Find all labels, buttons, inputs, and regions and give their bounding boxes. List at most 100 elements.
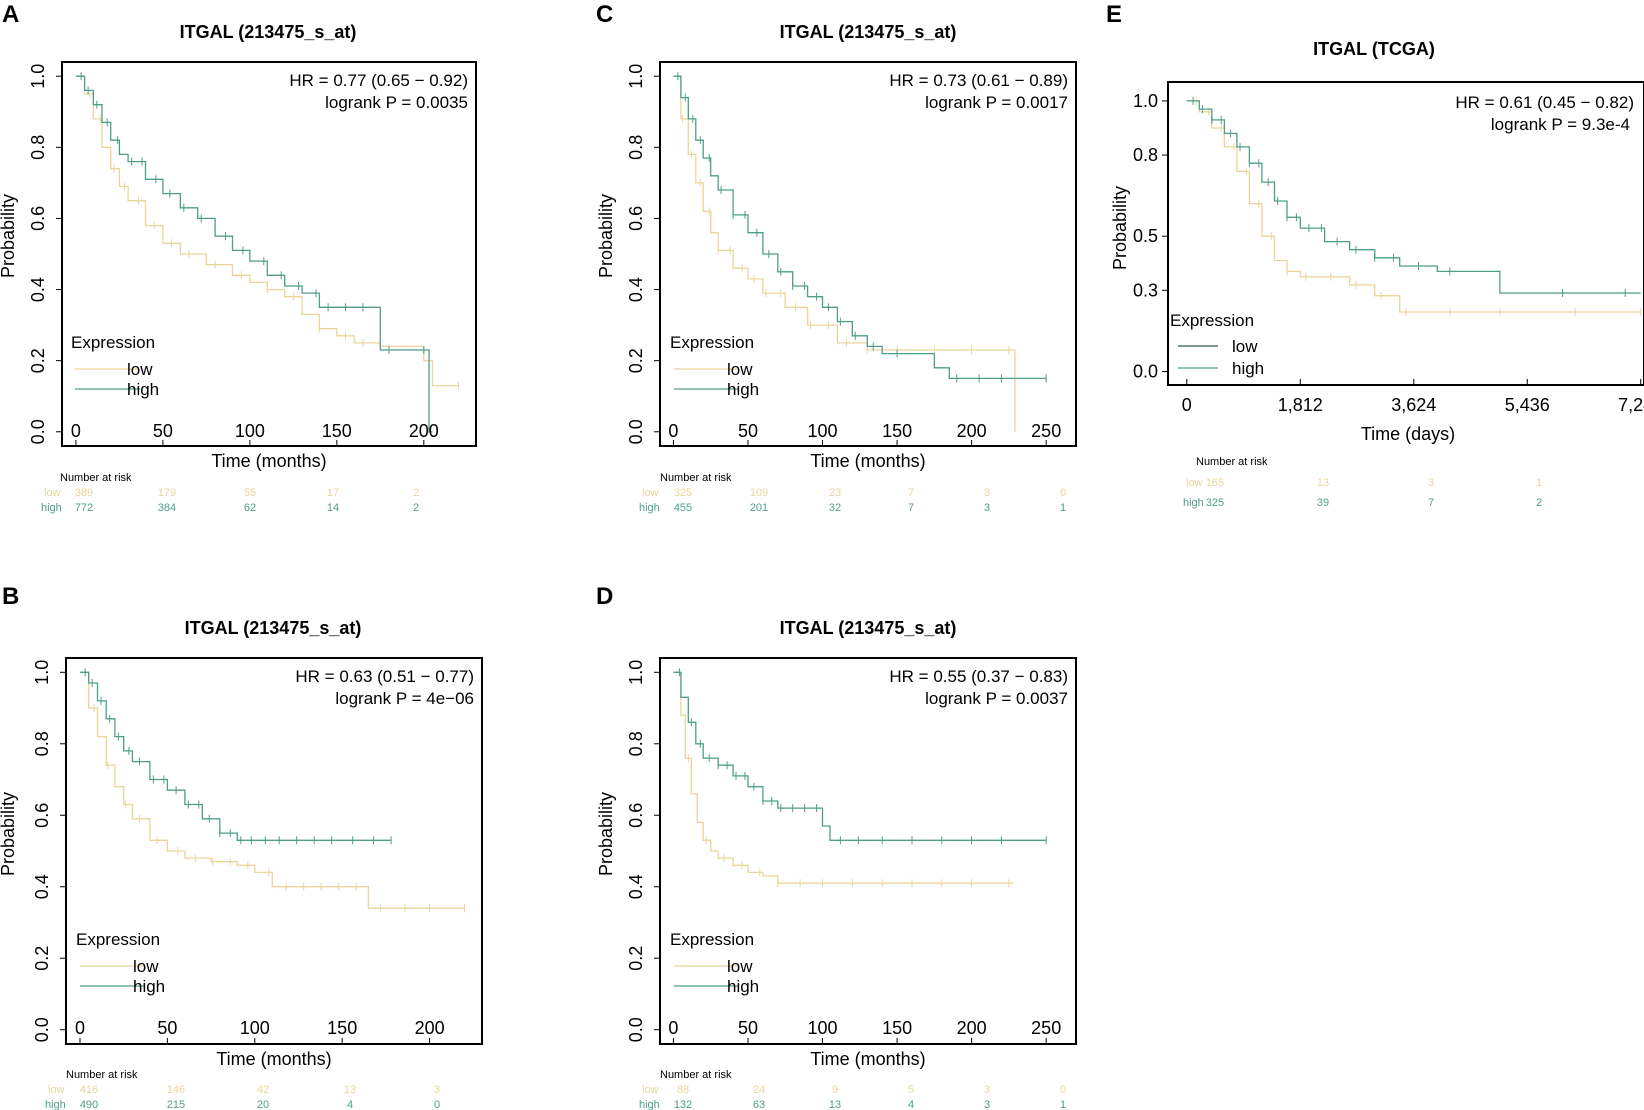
panel-d-risk-low-count: 24 <box>753 1084 765 1096</box>
panel-b-legend-high-label: high <box>133 977 165 996</box>
panel-a-risk-high-count: 2 <box>413 502 419 514</box>
panel-e-y-axis-label: Probability <box>1110 186 1130 270</box>
panel-c-hr-text: HR = 0.73 (0.61 − 0.89) <box>889 71 1068 90</box>
panel-e-curve-low <box>1186 100 1641 313</box>
panel-d-plot-frame <box>659 657 1077 1045</box>
panel-a-y-tick-label: 0.2 <box>28 348 48 373</box>
panel-c-risk-low-count: 7 <box>908 487 914 499</box>
panel-d-risk-low-label: low <box>642 1084 659 1096</box>
panel-c-y-axis-label: Probability <box>596 194 616 278</box>
panel-d-risk-high-count: 13 <box>829 1099 841 1110</box>
panel-d-risk-low-count: 3 <box>984 1084 990 1096</box>
panel-c-curve-low <box>673 75 1016 432</box>
panel-c-curves <box>673 72 1047 432</box>
panel-b-risk-high-label: high <box>45 1099 66 1110</box>
panel-a-y-tick-label: 0.8 <box>28 135 48 160</box>
panel-d-risk-high-count: 1 <box>1060 1099 1066 1110</box>
panel-b-curves <box>80 668 465 913</box>
panel-b-y-tick-label: 0.8 <box>32 731 52 756</box>
panel-d-x-tick-label: 100 <box>807 1018 837 1038</box>
panel-d-x-axis-label: Time (months) <box>810 1049 925 1069</box>
panel-c-x-tick-label: 0 <box>668 421 678 441</box>
panel-b-risk-low-label: low <box>48 1084 65 1096</box>
panel-a-x-axis-label: Time (months) <box>211 451 326 471</box>
panel-d-x-tick-label: 200 <box>957 1018 987 1038</box>
panel-b-risk-high-count: 215 <box>167 1099 185 1110</box>
panel-e-legend-low-label: low <box>1232 337 1258 356</box>
panel-d-risk-low-count: 88 <box>677 1084 689 1096</box>
panel-a-x-tick-label: 200 <box>409 421 439 441</box>
panel-b-y-axis-label: Probability <box>0 792 18 876</box>
panel-e-x-tick-label: 1,812 <box>1278 395 1323 415</box>
panel-b-pvalue-text: logrank P = 4e−06 <box>335 689 474 708</box>
panel-b-plot-frame <box>65 657 483 1045</box>
panel-a-x-axis: 0 50 100 150 200 <box>71 421 439 446</box>
panel-c-legend-low-label: low <box>727 360 753 379</box>
panel-a-risk-low-label: low <box>44 487 61 499</box>
panel-b-legend-title: Expression <box>76 930 160 949</box>
panel-e-risk-low-count: 3 <box>1428 477 1434 489</box>
panel-e-plot-frame <box>1167 81 1644 386</box>
panel-b-risk-high-count: 20 <box>257 1099 269 1110</box>
panel-b-x-tick-label: 50 <box>157 1018 177 1038</box>
panel-e-x-axis-label: Time (days) <box>1361 424 1455 444</box>
panel-e-x-tick-label: 7,248 <box>1618 395 1644 415</box>
panel-a-risk-title: Number at risk <box>60 472 132 484</box>
panel-c-x-axis: 0 50 100 150 200 250 <box>668 421 1061 446</box>
panel-d-hr-text: HR = 0.55 (0.37 − 0.83) <box>889 667 1068 686</box>
panel-b-x-tick-label: 0 <box>75 1018 85 1038</box>
panel-e-curves <box>1186 96 1642 316</box>
panel-a-risk-high-count: 384 <box>158 502 176 514</box>
panel-e-risk-title: Number at risk <box>1196 456 1268 468</box>
panel-a-pvalue-text: logrank P = 0.0035 <box>325 93 468 112</box>
panel-b-y-tick-label: 0.0 <box>32 1017 52 1042</box>
panel-b-y-tick-label: 0.2 <box>32 946 52 971</box>
panel-b-x-axis-label: Time (months) <box>216 1049 331 1069</box>
panel-d-letter: D <box>596 583 613 610</box>
panel-e-risk-high-count: 325 <box>1206 497 1224 509</box>
panel-a-risk-high-count: 14 <box>327 502 339 514</box>
panel-a-risk-high-label: high <box>41 502 62 514</box>
panel-b-x-tick-label: 200 <box>415 1018 445 1038</box>
panel-e-letter: E <box>1106 1 1122 28</box>
panel-b: B ITGAL (213475_s_at) HR = 0.63 (0.51 − … <box>0 583 483 1110</box>
panel-b-x-tick-label: 100 <box>240 1018 270 1038</box>
panel-a-title: ITGAL (213475_s_at) <box>180 22 357 42</box>
panel-a-plot-frame <box>61 61 477 447</box>
panel-c-risk-high-count: 7 <box>908 502 914 514</box>
panel-c-risk-high-label: high <box>639 502 660 514</box>
panel-c-x-tick-label: 50 <box>738 421 758 441</box>
panel-e: E ITGAL (TCGA) HR = 0.61 (0.45 − 0.82) l… <box>1106 1 1644 509</box>
panel-c-y-tick-label: 1.0 <box>626 64 646 89</box>
panel-a-y-axis: 0.0 0.2 0.4 0.6 0.8 1.0 <box>28 64 62 444</box>
panel-c-x-tick-label: 250 <box>1031 421 1061 441</box>
panel-a-risk-low-count: 389 <box>75 487 93 499</box>
panel-b-risk-high-count: 4 <box>347 1099 353 1110</box>
panel-e-y-tick-label: 1.0 <box>1133 91 1158 111</box>
panel-b-risk-low-count: 146 <box>167 1084 185 1096</box>
panel-d-x-axis: 0 50 100 150 200 250 <box>668 1018 1061 1044</box>
panel-d-risk-high-count: 63 <box>753 1099 765 1110</box>
panel-c-y-axis: 0.0 0.2 0.4 0.6 0.8 1.0 <box>626 64 660 444</box>
panel-e-x-tick-label: 5,436 <box>1505 395 1550 415</box>
panel-b-title: ITGAL (213475_s_at) <box>185 618 362 638</box>
panel-b-risk-low-count: 13 <box>344 1084 356 1096</box>
panel-a-risk-low-count: 179 <box>158 487 176 499</box>
panel-d-legend-high-label: high <box>727 977 759 996</box>
panel-e-risk-low-count: 13 <box>1317 477 1329 489</box>
panel-c-y-tick-label: 0.0 <box>626 419 646 444</box>
panel-c-risk-low-count: 109 <box>750 487 768 499</box>
panel-a-x-tick-label: 150 <box>322 421 352 441</box>
panel-c-letter: C <box>596 1 613 28</box>
panel-e-hr-text: HR = 0.61 (0.45 − 0.82) <box>1455 93 1634 112</box>
panel-a-legend-high-label: high <box>127 380 159 399</box>
panel-a-x-tick-label: 0 <box>71 421 81 441</box>
panel-b-y-tick-label: 0.6 <box>32 803 52 828</box>
panel-c-risk-high-count: 1 <box>1060 502 1066 514</box>
panel-a-risk-high-count: 772 <box>75 502 93 514</box>
panel-a: A ITGAL (213475_s_at) HR = 0.77 (0.65 − … <box>0 1 477 514</box>
panel-d-x-tick-label: 150 <box>882 1018 912 1038</box>
panel-d-pvalue-text: logrank P = 0.0037 <box>925 689 1068 708</box>
panel-a-curve-high <box>75 75 433 433</box>
